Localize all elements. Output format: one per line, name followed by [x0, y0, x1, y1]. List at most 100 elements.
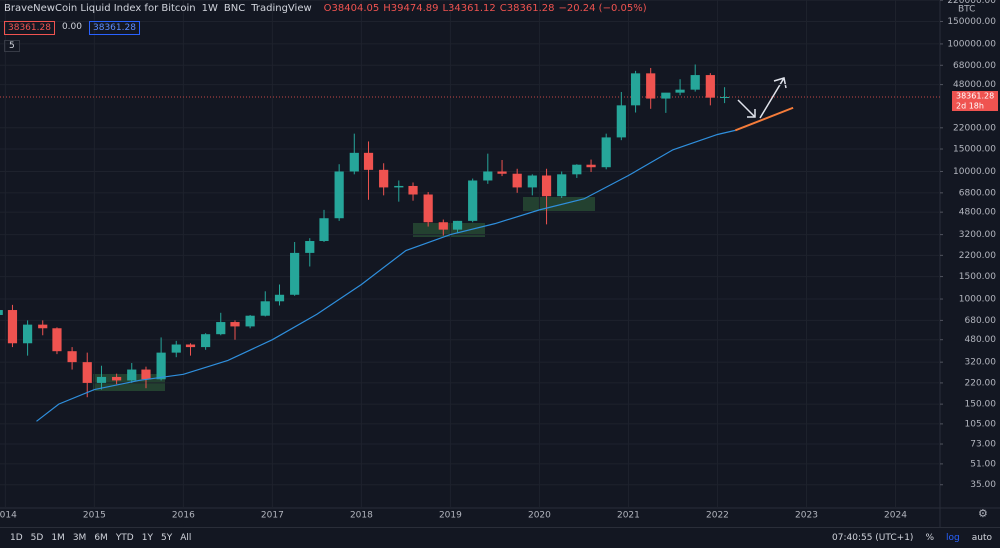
candle-body	[394, 185, 404, 188]
range-buttons: 1D 5D 1M 3M 6M YTD 1Y 5Y All	[10, 533, 191, 543]
candle-body	[646, 73, 656, 99]
candle-body	[141, 369, 151, 380]
candle-body	[541, 175, 552, 197]
candle-body	[675, 89, 685, 93]
candle-body	[408, 185, 418, 195]
range-button[interactable]: 1Y	[141, 533, 153, 543]
candle-body	[127, 369, 137, 381]
ohlc-value: H39474.89	[383, 3, 439, 14]
candle-body	[661, 92, 671, 99]
candle-body	[319, 218, 329, 242]
candle-body	[601, 137, 611, 168]
range-button[interactable]: YTD	[115, 533, 134, 543]
candle-body	[557, 174, 567, 197]
candle-body	[38, 324, 48, 329]
range-button[interactable]: 3M	[72, 533, 87, 543]
candle-body	[274, 294, 285, 302]
projection	[734, 106, 794, 132]
candle-body	[7, 310, 18, 344]
range-button[interactable]: 1D	[10, 533, 23, 543]
toolbar-right: 07:40:55 (UTC+1) % log auto	[832, 533, 992, 543]
candle-body	[512, 173, 522, 188]
indicator-toggle[interactable]: 5	[4, 40, 20, 52]
range-button[interactable]: 1M	[51, 533, 65, 543]
bottom-toolbar: 1D 5D 1M 3M 6M YTD 1Y 5Y All 07:40:55 (UTC+1) % …	[0, 527, 1000, 548]
candle-body	[630, 73, 641, 106]
candle-body	[245, 315, 255, 327]
range-button[interactable]: 6M	[94, 533, 108, 543]
ohlc-legend: O38404.05 H39474.89 L34361.12 C38361.28 −20.…	[324, 3, 651, 14]
range-button[interactable]: 5Y	[160, 533, 173, 543]
candle-body	[363, 152, 374, 170]
y-tick-label: 3200.00	[959, 230, 996, 240]
candle-body	[334, 171, 344, 219]
badge: 38361.28	[4, 21, 55, 35]
candle-body	[185, 344, 196, 348]
y-tick-label: 220000.00	[947, 0, 996, 6]
candle-body	[22, 324, 33, 344]
candle-body	[438, 222, 448, 230]
interval: 1W	[201, 3, 218, 14]
ohlc-value: O38404.05	[323, 3, 380, 14]
candle-body	[586, 164, 596, 168]
candle-body	[497, 171, 507, 174]
background	[0, 0, 1000, 527]
settings-icon[interactable]: ⚙	[978, 507, 988, 520]
range-button[interactable]: All	[180, 533, 192, 543]
candle-body	[468, 180, 478, 221]
y-tick-label: 48000.00	[953, 80, 996, 90]
ohlc-value: −20.24 (−0.05%)	[558, 3, 647, 14]
x-tick-label: 2014	[0, 511, 17, 521]
y-tick-label: 320.00	[965, 358, 997, 368]
x-tick-label: 2023	[795, 511, 818, 521]
support-zone	[413, 223, 485, 237]
candle-body	[616, 105, 626, 138]
candle-body	[690, 75, 700, 90]
candle-body	[379, 169, 389, 188]
y-tick-label: 150.00	[965, 400, 997, 410]
candle-body	[112, 376, 122, 381]
arrow-down	[737, 99, 756, 118]
percent-toggle[interactable]: %	[925, 533, 934, 543]
candle-body	[527, 175, 537, 188]
y-tick-label: 680.00	[965, 316, 997, 326]
chart: BTC 38361.28 2d 18h ⚙ 220000.00 150000.00…	[0, 0, 1000, 527]
y-tick-label: 15000.00	[953, 145, 996, 155]
candle-body	[201, 334, 211, 348]
candle-body	[719, 97, 730, 99]
symbol-title: BraveNewCoin Liquid Index for Bitcoin 1W B…	[4, 3, 318, 14]
y-tick-label: 51.00	[970, 459, 996, 469]
candle-body	[96, 376, 107, 383]
y-tick-label: 10000.00	[953, 167, 996, 177]
log-toggle[interactable]: log	[946, 533, 960, 543]
candle-body	[572, 164, 582, 175]
candle-body	[705, 75, 715, 98]
x-tick-label: 2020	[528, 511, 551, 521]
candle-body	[423, 194, 433, 223]
x-tick-label: 2024	[884, 511, 907, 521]
y-tick-label: 73.00	[970, 440, 996, 450]
candle-body	[230, 322, 240, 327]
clock: 07:40:55 (UTC+1)	[832, 533, 914, 543]
candle-body	[82, 362, 92, 383]
y-tick-label: 2200.00	[959, 251, 996, 261]
badge: 38361.28	[89, 21, 140, 35]
auto-toggle[interactable]: auto	[971, 533, 992, 543]
candle-body	[260, 301, 270, 316]
x-tick-label: 2019	[439, 511, 462, 521]
y-tick-label: 220.00	[965, 378, 997, 388]
price-tag	[952, 91, 998, 111]
currency: BTC	[958, 5, 975, 15]
header: BraveNewCoin Liquid Index for Bitcoin 1W B…	[4, 3, 651, 14]
last-price-label: 38361.28	[956, 92, 994, 101]
countdown: 2d 18h	[956, 102, 984, 111]
x-tick-label: 2021	[617, 511, 640, 521]
ohlc-value: C38361.28	[499, 3, 555, 14]
y-tick-label: 4800.00	[959, 208, 996, 218]
ohlc-value: L34361.12	[442, 3, 496, 14]
range-button[interactable]: 5D	[30, 533, 44, 543]
title: BraveNewCoin Liquid Index for Bitcoin	[4, 3, 196, 14]
candle-body	[452, 220, 463, 230]
y-tick-label: 150000.00	[947, 17, 996, 27]
candle-body	[305, 241, 315, 253]
